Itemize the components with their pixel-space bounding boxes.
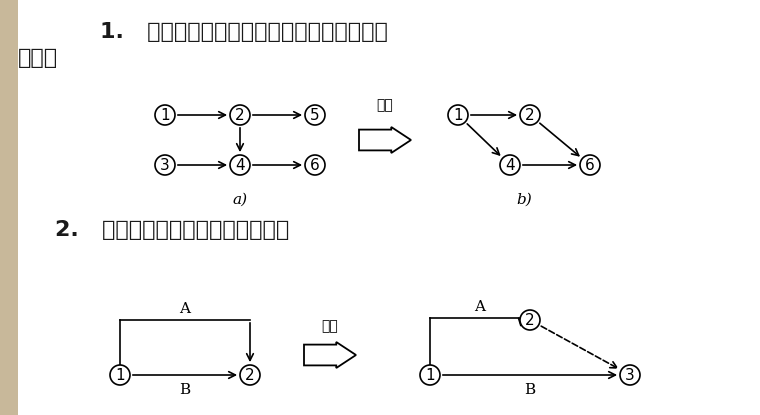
Circle shape <box>110 365 130 385</box>
Text: 2: 2 <box>525 312 535 327</box>
Text: 节点。: 节点。 <box>18 48 58 68</box>
Circle shape <box>240 365 260 385</box>
Circle shape <box>620 365 640 385</box>
Text: 1: 1 <box>160 107 169 122</box>
Text: 2: 2 <box>525 107 535 122</box>
Circle shape <box>580 155 600 175</box>
Circle shape <box>230 105 250 125</box>
Circle shape <box>448 105 468 125</box>
Text: 6: 6 <box>585 158 595 173</box>
Circle shape <box>155 105 175 125</box>
Text: A: A <box>179 302 191 316</box>
Text: 2: 2 <box>245 368 255 383</box>
Text: 1: 1 <box>425 368 435 383</box>
Text: 4: 4 <box>235 158 245 173</box>
Text: 4: 4 <box>505 158 515 173</box>
Text: b): b) <box>516 193 532 207</box>
Circle shape <box>305 105 325 125</box>
FancyBboxPatch shape <box>0 0 18 415</box>
Polygon shape <box>359 127 411 153</box>
Text: B: B <box>179 383 191 397</box>
Text: 改为: 改为 <box>377 98 394 112</box>
Text: 改为: 改为 <box>321 319 338 333</box>
FancyBboxPatch shape <box>18 0 760 415</box>
Text: 2: 2 <box>235 107 245 122</box>
Text: 3: 3 <box>160 158 170 173</box>
Text: 1.   一张网络图只允许有一个始节点和一个终: 1. 一张网络图只允许有一个始节点和一个终 <box>100 22 388 42</box>
Text: 3: 3 <box>625 368 635 383</box>
Circle shape <box>520 310 540 330</box>
Circle shape <box>520 105 540 125</box>
Text: a): a) <box>233 193 248 207</box>
Circle shape <box>420 365 440 385</box>
Text: A: A <box>474 300 486 314</box>
Circle shape <box>305 155 325 175</box>
Text: 5: 5 <box>310 107 320 122</box>
Text: B: B <box>524 383 536 397</box>
Text: 6: 6 <box>310 158 320 173</box>
Circle shape <box>500 155 520 175</box>
Polygon shape <box>304 342 356 368</box>
Text: 2.   两节点之间只允许有一条箭线。: 2. 两节点之间只允许有一条箭线。 <box>55 220 290 240</box>
Circle shape <box>230 155 250 175</box>
Circle shape <box>155 155 175 175</box>
Text: 1: 1 <box>116 368 125 383</box>
Text: 1: 1 <box>453 107 463 122</box>
